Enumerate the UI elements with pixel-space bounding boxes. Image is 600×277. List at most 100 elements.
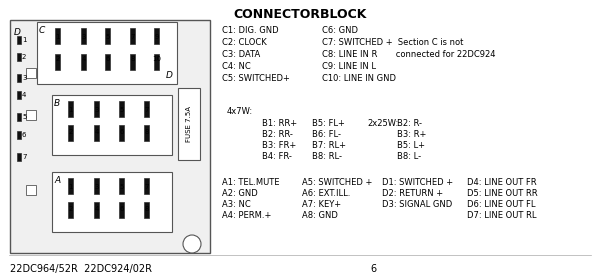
Text: 1: 1: [55, 34, 60, 40]
Text: 10: 10: [152, 56, 161, 62]
Text: B7: RL+: B7: RL+: [312, 141, 346, 150]
Text: 4: 4: [22, 92, 26, 98]
Bar: [130, 28, 135, 44]
Bar: [144, 101, 149, 117]
Text: D4: LINE OUT FR: D4: LINE OUT FR: [467, 178, 536, 187]
Text: C9: LINE IN L: C9: LINE IN L: [322, 62, 376, 71]
Text: 6: 6: [119, 129, 124, 135]
Text: 8: 8: [130, 56, 135, 62]
Text: 1: 1: [68, 184, 73, 190]
Text: D7: LINE OUT RL: D7: LINE OUT RL: [467, 211, 536, 220]
Text: B6: FL-: B6: FL-: [312, 130, 341, 139]
Text: B2: R-: B2: R-: [397, 119, 422, 128]
Text: C2: CLOCK: C2: CLOCK: [222, 38, 267, 47]
Text: 5: 5: [22, 114, 26, 120]
Bar: [81, 28, 86, 44]
Text: A4: PERM.+: A4: PERM.+: [222, 211, 271, 220]
Text: C3: DATA: C3: DATA: [222, 50, 260, 59]
Bar: [144, 178, 149, 194]
Bar: [52, 172, 172, 232]
Text: A8: GND: A8: GND: [302, 211, 338, 220]
Bar: [154, 28, 159, 44]
Bar: [144, 125, 149, 141]
Text: A2: GND: A2: GND: [222, 189, 258, 198]
Text: 2: 2: [68, 129, 73, 135]
Text: 7: 7: [144, 184, 149, 190]
Text: C5: SWITCHED+: C5: SWITCHED+: [222, 74, 290, 83]
Bar: [17, 53, 21, 61]
Text: 8: 8: [144, 129, 149, 135]
Bar: [119, 101, 124, 117]
Bar: [55, 28, 60, 44]
Text: 4: 4: [94, 206, 98, 212]
Bar: [130, 54, 135, 70]
Text: 3: 3: [22, 75, 26, 81]
Bar: [68, 202, 73, 218]
Text: B: B: [54, 99, 60, 108]
Text: B8: L-: B8: L-: [397, 152, 421, 161]
Text: D5: LINE OUT RR: D5: LINE OUT RR: [467, 189, 538, 198]
Bar: [17, 91, 21, 99]
Text: C: C: [39, 26, 45, 35]
Text: A3: NC: A3: NC: [222, 200, 251, 209]
Text: 1: 1: [22, 37, 26, 43]
Bar: [26, 185, 36, 195]
Bar: [105, 28, 110, 44]
Text: CONNECTORBLOCK: CONNECTORBLOCK: [233, 8, 367, 21]
Bar: [10, 20, 210, 253]
Bar: [68, 178, 73, 194]
Text: A1: TEL.MUTE: A1: TEL.MUTE: [222, 178, 280, 187]
Text: 6: 6: [105, 56, 110, 62]
Text: 22DC964/52R  22DC924/02R: 22DC964/52R 22DC924/02R: [10, 264, 152, 274]
Text: 4: 4: [94, 129, 98, 135]
Text: B5: L+: B5: L+: [397, 141, 425, 150]
Text: 3: 3: [81, 34, 86, 40]
Text: D6: LINE OUT FL: D6: LINE OUT FL: [467, 200, 536, 209]
Bar: [17, 74, 21, 82]
Text: B1: RR+: B1: RR+: [262, 119, 297, 128]
Text: 7: 7: [22, 154, 26, 160]
Text: B5: FL+: B5: FL+: [312, 119, 345, 128]
Text: 9: 9: [154, 34, 159, 40]
Text: C8: LINE IN R       connected for 22DC924: C8: LINE IN R connected for 22DC924: [322, 50, 496, 59]
Text: 2: 2: [68, 206, 73, 212]
Text: 6: 6: [22, 132, 26, 138]
Bar: [52, 95, 172, 155]
Text: 2: 2: [55, 56, 59, 62]
Text: 5: 5: [106, 34, 110, 40]
Bar: [119, 178, 124, 194]
Bar: [17, 36, 21, 44]
Text: 4: 4: [82, 56, 86, 62]
Text: A: A: [54, 176, 60, 185]
Bar: [37, 22, 177, 84]
Text: C4: NC: C4: NC: [222, 62, 251, 71]
Bar: [94, 125, 99, 141]
Bar: [178, 88, 200, 160]
Text: FUSE 7.5A: FUSE 7.5A: [186, 106, 192, 142]
Text: 7: 7: [144, 107, 149, 113]
Bar: [154, 54, 159, 70]
Text: A5: SWITCHED +: A5: SWITCHED +: [302, 178, 373, 187]
Text: A6: EXT.ILL.: A6: EXT.ILL.: [302, 189, 350, 198]
Text: 5: 5: [119, 184, 124, 190]
Text: A7: KEY+: A7: KEY+: [302, 200, 341, 209]
Bar: [17, 153, 21, 161]
Text: C6: GND: C6: GND: [322, 26, 358, 35]
Text: C10: LINE IN GND: C10: LINE IN GND: [322, 74, 396, 83]
Bar: [55, 54, 60, 70]
Text: 2: 2: [22, 54, 26, 60]
Text: B2: RR-: B2: RR-: [262, 130, 293, 139]
Text: D2: RETURN +: D2: RETURN +: [382, 189, 443, 198]
Text: B4: FR-: B4: FR-: [262, 152, 292, 161]
Text: 8: 8: [144, 206, 149, 212]
Text: D: D: [14, 28, 21, 37]
Text: B3: FR+: B3: FR+: [262, 141, 296, 150]
Bar: [26, 68, 36, 78]
Bar: [17, 113, 21, 121]
Text: 3: 3: [94, 184, 99, 190]
Bar: [119, 125, 124, 141]
Bar: [81, 54, 86, 70]
Text: 7: 7: [130, 34, 135, 40]
Bar: [105, 54, 110, 70]
Text: 6: 6: [119, 206, 124, 212]
